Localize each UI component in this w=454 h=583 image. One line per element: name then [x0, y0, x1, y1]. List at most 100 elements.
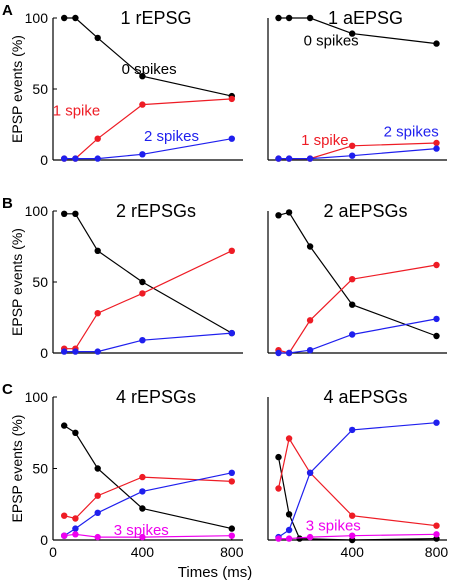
data-point	[306, 469, 314, 476]
data-point	[139, 488, 146, 495]
data-point	[296, 535, 303, 542]
data-point	[285, 511, 293, 518]
y-tick-label: 0	[40, 532, 48, 548]
data-point	[433, 332, 440, 340]
chart-title: 4 aEPSGs	[323, 387, 407, 407]
data-point	[139, 473, 146, 481]
data-point	[306, 317, 314, 324]
series-line	[278, 318, 437, 354]
data-point	[94, 533, 101, 541]
data-point	[349, 426, 356, 434]
data-point	[72, 429, 79, 436]
data-point	[433, 531, 440, 538]
data-point	[275, 349, 282, 357]
panel-letter: B	[2, 195, 13, 212]
data-point	[285, 535, 293, 542]
data-point	[349, 512, 356, 519]
data-point	[94, 465, 101, 472]
data-point	[60, 512, 68, 519]
data-point	[94, 310, 101, 317]
data-point	[139, 151, 146, 158]
series-annotation: 3 spikes	[114, 522, 169, 539]
data-point	[139, 73, 146, 80]
data-point	[139, 505, 146, 512]
data-point	[433, 419, 440, 426]
data-point	[306, 243, 314, 250]
data-point	[285, 349, 293, 357]
data-point	[72, 210, 79, 217]
data-point	[433, 522, 440, 529]
data-point	[228, 329, 235, 337]
data-point	[285, 14, 293, 22]
data-point	[94, 34, 101, 42]
chart-panel: 1 aEPSG 0 spikes 1 spike 2 spikes	[267, 8, 447, 162]
data-point	[72, 14, 79, 22]
data-point	[285, 155, 293, 162]
series-line	[64, 17, 232, 97]
series-annotation: 0 spikes	[304, 33, 359, 50]
series-line	[278, 211, 437, 337]
data-point	[349, 331, 356, 338]
data-point	[306, 347, 314, 354]
series-line	[64, 332, 232, 353]
data-point	[72, 525, 79, 532]
data-point	[139, 337, 146, 344]
series-annotation: 1 spike	[301, 132, 349, 149]
series-annotation: 1 spike	[53, 102, 101, 119]
y-axis-label: EPSP events (%)	[9, 415, 25, 523]
data-point	[275, 155, 282, 162]
data-point	[60, 14, 68, 22]
data-point	[94, 135, 101, 142]
chart-title: 1 aEPSG	[328, 8, 403, 28]
data-point	[349, 152, 356, 159]
data-point	[139, 533, 146, 541]
data-point	[275, 453, 282, 461]
data-point	[285, 526, 293, 534]
data-point	[433, 40, 440, 47]
y-tick-label: 0	[40, 345, 48, 361]
data-point	[139, 278, 146, 286]
series-annotation: 0 spikes	[122, 61, 177, 78]
data-point	[94, 247, 101, 254]
data-point	[275, 14, 282, 22]
data-point	[94, 155, 101, 162]
data-point	[60, 155, 68, 162]
data-point	[228, 135, 235, 142]
series-line	[278, 148, 437, 160]
data-point	[306, 155, 314, 162]
data-point	[60, 422, 68, 429]
chart-panel: 2 aEPSGs	[267, 201, 447, 357]
chart-title: 4 rEPSGs	[116, 387, 196, 407]
y-axis-label: EPSP events (%)	[9, 35, 25, 143]
chart-panel: 400 800 4 aEPSGs 3 spikes	[267, 387, 448, 560]
panel-letter: A	[2, 2, 13, 19]
data-point	[228, 247, 235, 254]
data-point	[433, 139, 440, 147]
y-tick-label: 50	[32, 274, 48, 290]
data-point	[275, 535, 282, 542]
data-point	[275, 485, 282, 492]
chart-title: 2 rEPSGs	[116, 201, 196, 221]
x-tick-label: 0	[49, 544, 57, 560]
data-point	[349, 301, 356, 308]
data-point	[72, 515, 79, 522]
panel-letter: C	[2, 381, 13, 398]
data-point	[94, 348, 101, 355]
series-annotation: 2 spikes	[384, 124, 439, 141]
y-tick-label: 100	[25, 10, 49, 26]
data-point	[139, 290, 146, 297]
x-tick-label: 400	[341, 544, 365, 560]
data-point	[306, 533, 314, 541]
y-tick-label: 0	[40, 152, 48, 168]
x-axis-label: Times (ms)	[178, 564, 252, 581]
series-line	[64, 476, 232, 520]
data-point	[139, 101, 146, 108]
data-point	[275, 212, 282, 219]
data-point	[228, 532, 235, 539]
y-tick-label: 100	[25, 389, 49, 405]
data-point	[349, 30, 356, 37]
y-tick-label: 100	[25, 203, 49, 219]
data-point	[285, 209, 293, 216]
